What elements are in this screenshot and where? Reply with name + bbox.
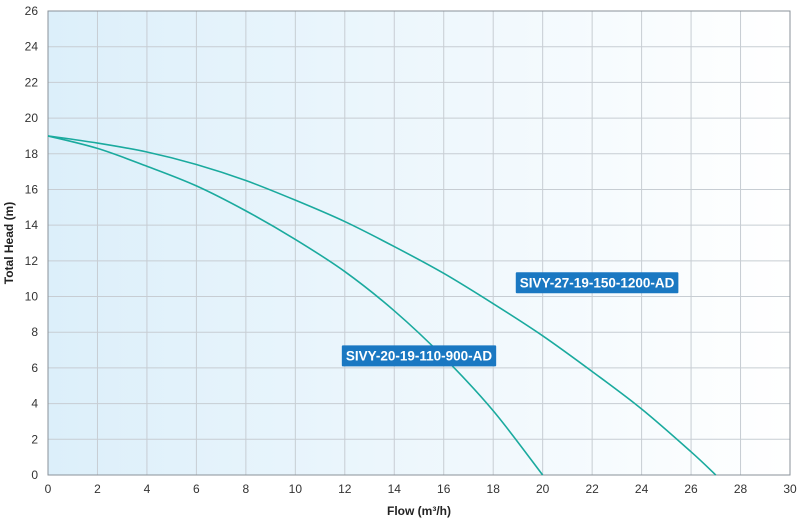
y-tick-label: 10 (25, 290, 39, 304)
y-tick-label: 6 (31, 361, 38, 375)
x-tick-label: 14 (388, 482, 402, 496)
x-tick-labels: 0 2 4 6 8 10 12 14 16 18 20 22 24 26 28 30 (45, 482, 797, 496)
x-tick-label: 16 (437, 482, 451, 496)
x-tick-label: 12 (338, 482, 352, 496)
y-tick-label: 8 (31, 325, 38, 339)
series-line (47, 135, 717, 476)
x-tick-label: 28 (734, 482, 748, 496)
y-axis-label: Total Head (m) (2, 202, 16, 284)
x-tick-label: 24 (635, 482, 649, 496)
plot-border (47, 10, 791, 476)
series-label: SIVY-20-19-110-900-AD (341, 345, 497, 367)
x-tick-label: 8 (243, 482, 250, 496)
series-label-text: SIVY-20-19-110-900-AD (346, 348, 493, 363)
y-tick-label: 4 (31, 397, 38, 411)
series-labels: SIVY-20-19-110-900-AD SIVY-27-19-150-1200… (341, 272, 679, 367)
grid (47, 10, 791, 476)
y-tick-label: 2 (31, 432, 38, 446)
y-tick-label: 26 (25, 4, 39, 18)
x-tick-label: 30 (783, 482, 797, 496)
y-tick-label: 24 (25, 40, 39, 54)
plot-area (48, 11, 790, 475)
x-tick-label: 2 (94, 482, 101, 496)
series-curves (47, 135, 717, 476)
x-axis-label: Flow (m³/h) (387, 504, 451, 518)
y-tick-label: 20 (25, 111, 39, 125)
y-tick-label: 0 (31, 468, 38, 482)
series-line (47, 135, 544, 476)
y-tick-label: 12 (25, 254, 39, 268)
y-tick-label: 16 (25, 182, 39, 196)
x-tick-label: 0 (45, 482, 52, 496)
series-label: SIVY-27-19-150-1200-AD (515, 272, 679, 294)
x-tick-label: 22 (585, 482, 599, 496)
x-tick-label: 4 (144, 482, 151, 496)
x-tick-label: 26 (684, 482, 698, 496)
series-label-text: SIVY-27-19-150-1200-AD (520, 275, 675, 290)
x-tick-label: 6 (193, 482, 200, 496)
x-tick-label: 18 (487, 482, 501, 496)
y-tick-label: 22 (25, 75, 39, 89)
y-tick-label: 18 (25, 147, 39, 161)
x-tick-label: 20 (536, 482, 550, 496)
y-tick-label: 14 (25, 218, 39, 232)
series-label-box (515, 272, 679, 294)
x-tick-label: 10 (289, 482, 303, 496)
series-label-box (341, 345, 497, 367)
